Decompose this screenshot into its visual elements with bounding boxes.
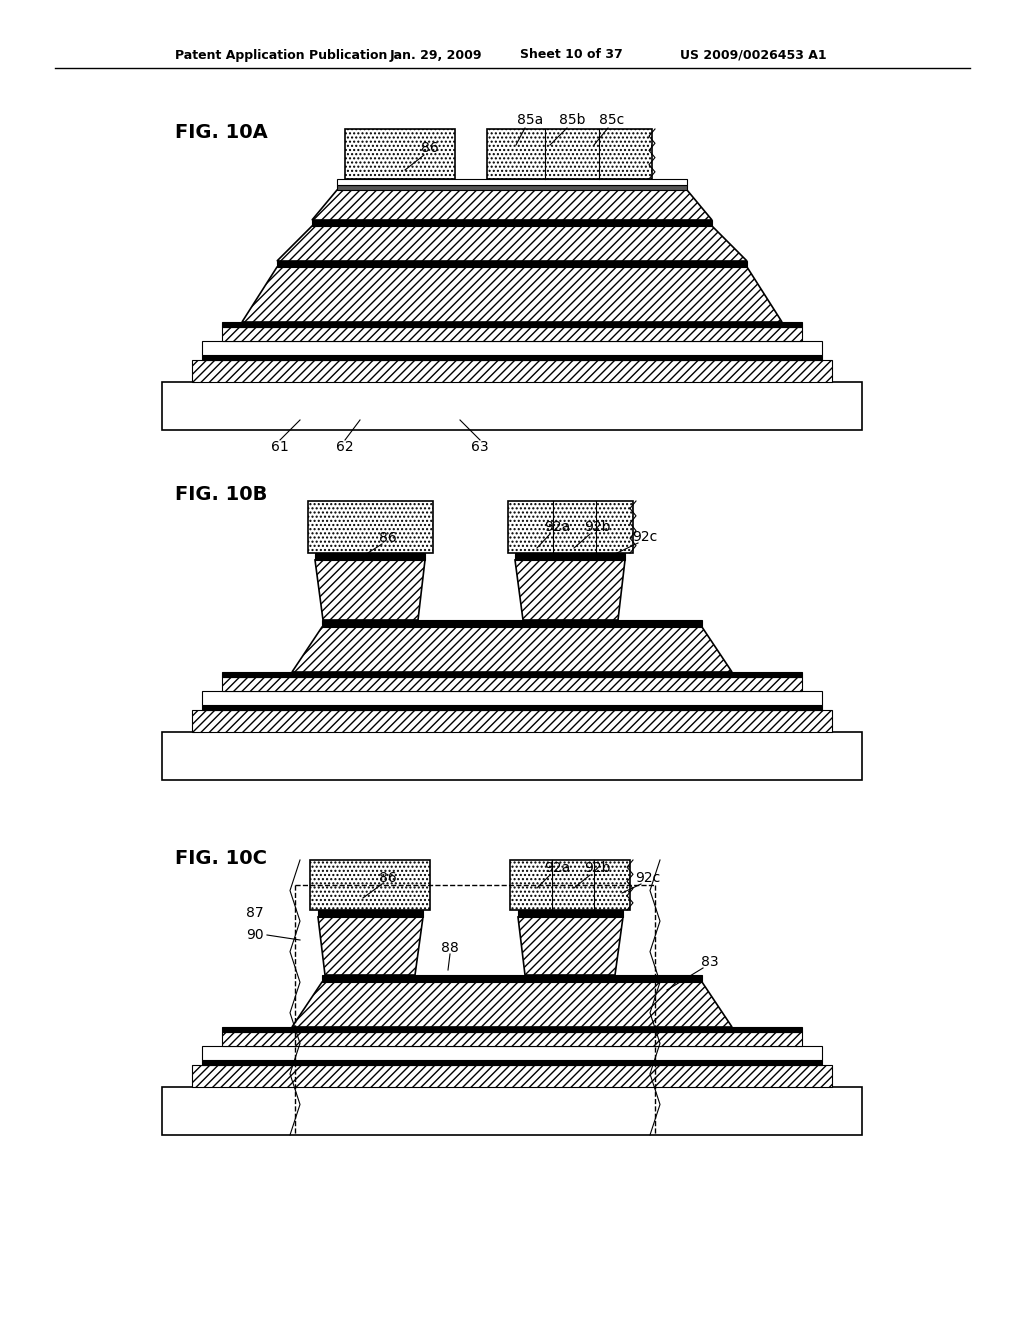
Bar <box>193 360 831 381</box>
Bar <box>222 322 802 327</box>
Bar <box>202 355 822 360</box>
Bar <box>193 1065 831 1086</box>
Text: 86: 86 <box>379 871 397 884</box>
Text: 86: 86 <box>379 531 397 545</box>
Bar <box>202 690 822 705</box>
Bar <box>193 710 831 733</box>
Text: FIG. 10C: FIG. 10C <box>175 849 267 867</box>
Text: 83: 83 <box>701 954 719 969</box>
Bar <box>222 672 802 677</box>
Bar <box>337 180 687 185</box>
Bar <box>508 502 633 553</box>
Polygon shape <box>518 917 623 975</box>
Polygon shape <box>292 982 732 1027</box>
Text: 63: 63 <box>471 440 488 454</box>
Bar <box>315 553 425 560</box>
Bar <box>515 553 625 560</box>
Bar <box>202 1060 822 1065</box>
Bar <box>345 129 455 180</box>
Bar <box>222 1027 802 1032</box>
Bar <box>318 909 423 917</box>
Text: FIG. 10B: FIG. 10B <box>175 486 267 504</box>
Bar <box>202 341 822 355</box>
Text: 92a: 92a <box>544 520 570 535</box>
Text: 92b: 92b <box>584 520 610 535</box>
Bar <box>162 733 862 780</box>
Polygon shape <box>515 560 625 620</box>
Text: 92c: 92c <box>633 531 657 544</box>
Bar <box>308 502 433 553</box>
Text: 61: 61 <box>271 440 289 454</box>
Bar <box>337 185 687 190</box>
Text: FIG. 10A: FIG. 10A <box>175 124 267 143</box>
Text: Sheet 10 of 37: Sheet 10 of 37 <box>520 49 623 62</box>
Text: 85a: 85a <box>517 114 543 127</box>
Bar <box>162 381 862 430</box>
Polygon shape <box>242 267 782 322</box>
Bar <box>202 1045 822 1060</box>
Bar <box>202 705 822 710</box>
Text: Jan. 29, 2009: Jan. 29, 2009 <box>390 49 482 62</box>
Bar <box>322 975 702 982</box>
Text: 92a: 92a <box>544 861 570 875</box>
Bar <box>222 327 802 341</box>
Bar <box>310 861 430 909</box>
Bar <box>322 620 702 627</box>
Bar <box>222 1032 802 1045</box>
Bar <box>162 1086 862 1135</box>
Polygon shape <box>278 226 746 261</box>
Bar <box>518 909 623 917</box>
Text: 90: 90 <box>246 928 264 942</box>
Bar <box>312 220 712 226</box>
Text: 88: 88 <box>441 941 459 954</box>
Text: Patent Application Publication: Patent Application Publication <box>175 49 387 62</box>
Text: 87: 87 <box>246 906 264 920</box>
Text: 85b: 85b <box>559 114 586 127</box>
Text: 86: 86 <box>421 141 439 154</box>
Polygon shape <box>318 917 423 975</box>
Text: 85c: 85c <box>599 114 625 127</box>
Bar <box>278 261 746 267</box>
Polygon shape <box>315 560 425 620</box>
Text: US 2009/0026453 A1: US 2009/0026453 A1 <box>680 49 826 62</box>
Polygon shape <box>292 627 732 672</box>
Bar <box>487 129 652 180</box>
Text: 92c: 92c <box>635 871 660 884</box>
Text: 62: 62 <box>336 440 354 454</box>
Text: 92b: 92b <box>584 861 610 875</box>
Polygon shape <box>312 190 712 220</box>
Bar <box>222 677 802 690</box>
Bar <box>510 861 630 909</box>
